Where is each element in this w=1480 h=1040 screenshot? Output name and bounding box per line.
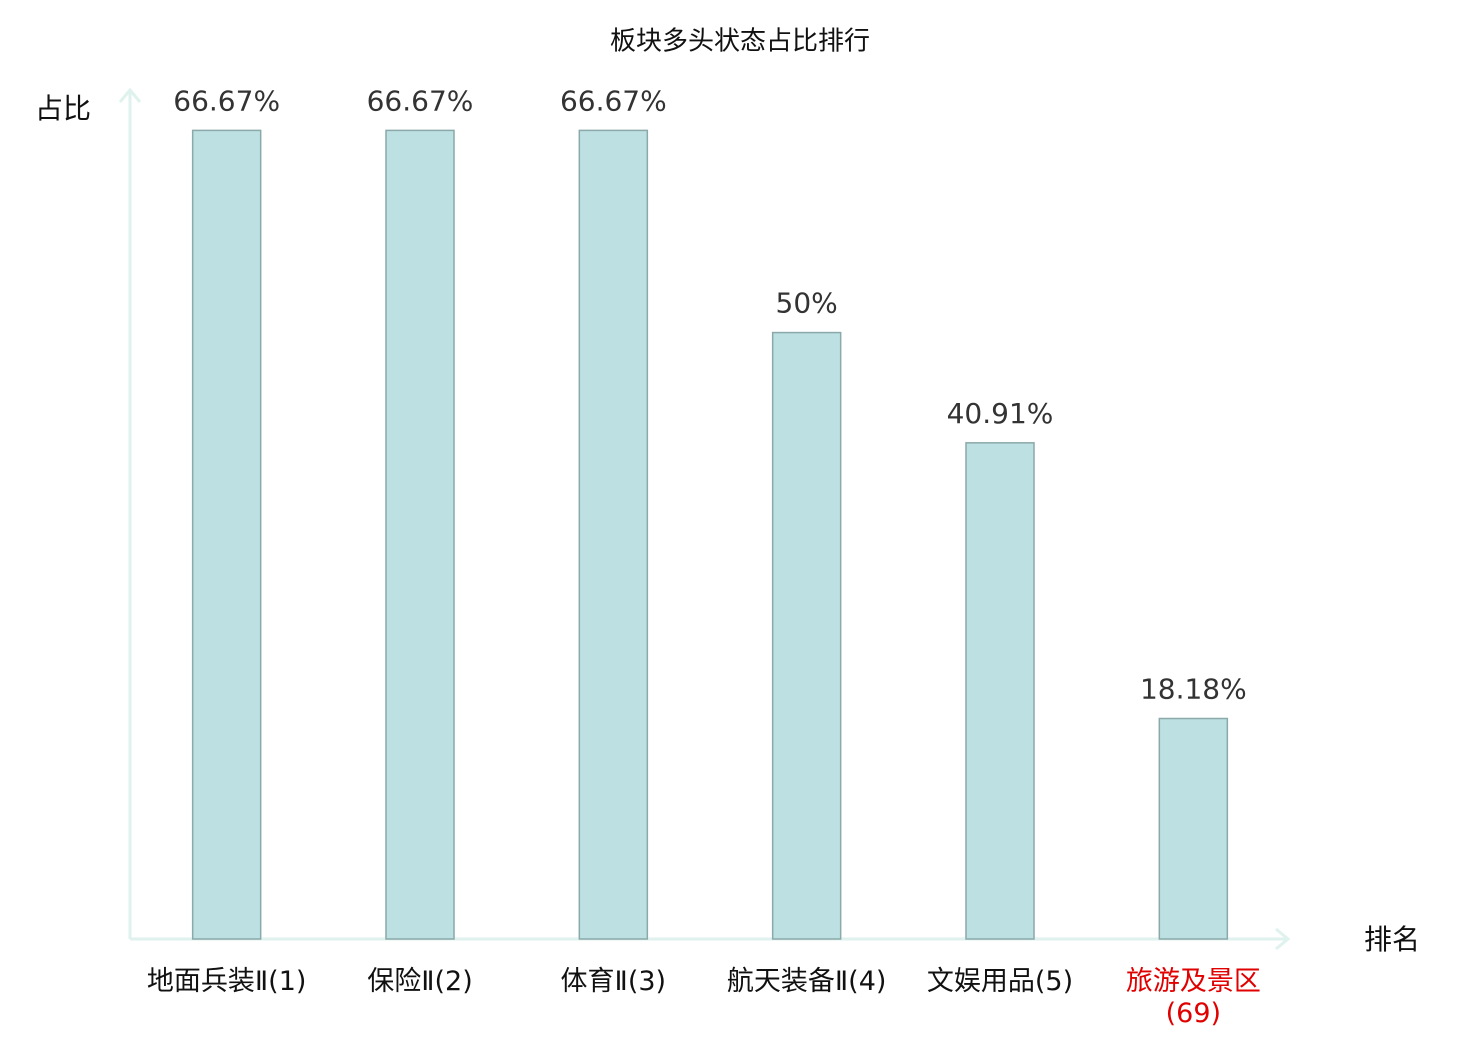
value-label: 66.67% bbox=[560, 84, 667, 117]
x-tick-label: 保险Ⅱ(2) bbox=[367, 966, 473, 997]
bar bbox=[965, 442, 1035, 940]
x-tick-label: 体育Ⅱ(3) bbox=[560, 966, 667, 997]
x-tick-label: 文娱用品(5) bbox=[926, 966, 1074, 997]
bar bbox=[771, 331, 842, 940]
value-label: 18.18% bbox=[1140, 673, 1247, 706]
y-axis-label: 占比 bbox=[35, 92, 91, 125]
value-label: 66.67% bbox=[173, 84, 280, 117]
bar bbox=[1158, 717, 1229, 940]
x-tick-label: 航天装备Ⅱ(4) bbox=[726, 966, 887, 997]
x-tick-label: 地面兵装Ⅱ(1) bbox=[146, 966, 307, 997]
value-label: 50% bbox=[776, 287, 838, 320]
value-label: 66.67% bbox=[367, 84, 474, 117]
x-tick-label: 旅游及景区(69) bbox=[1125, 966, 1261, 1029]
value-label: 40.91% bbox=[947, 397, 1054, 430]
x-axis-arrow bbox=[1275, 927, 1291, 951]
x-axis-label: 排名 bbox=[1364, 923, 1420, 956]
bar bbox=[191, 129, 262, 940]
chart-title: 板块多头状态占比排行 bbox=[610, 27, 870, 57]
y-axis-arrow bbox=[118, 87, 142, 103]
bar bbox=[578, 129, 649, 940]
bar bbox=[385, 129, 455, 940]
